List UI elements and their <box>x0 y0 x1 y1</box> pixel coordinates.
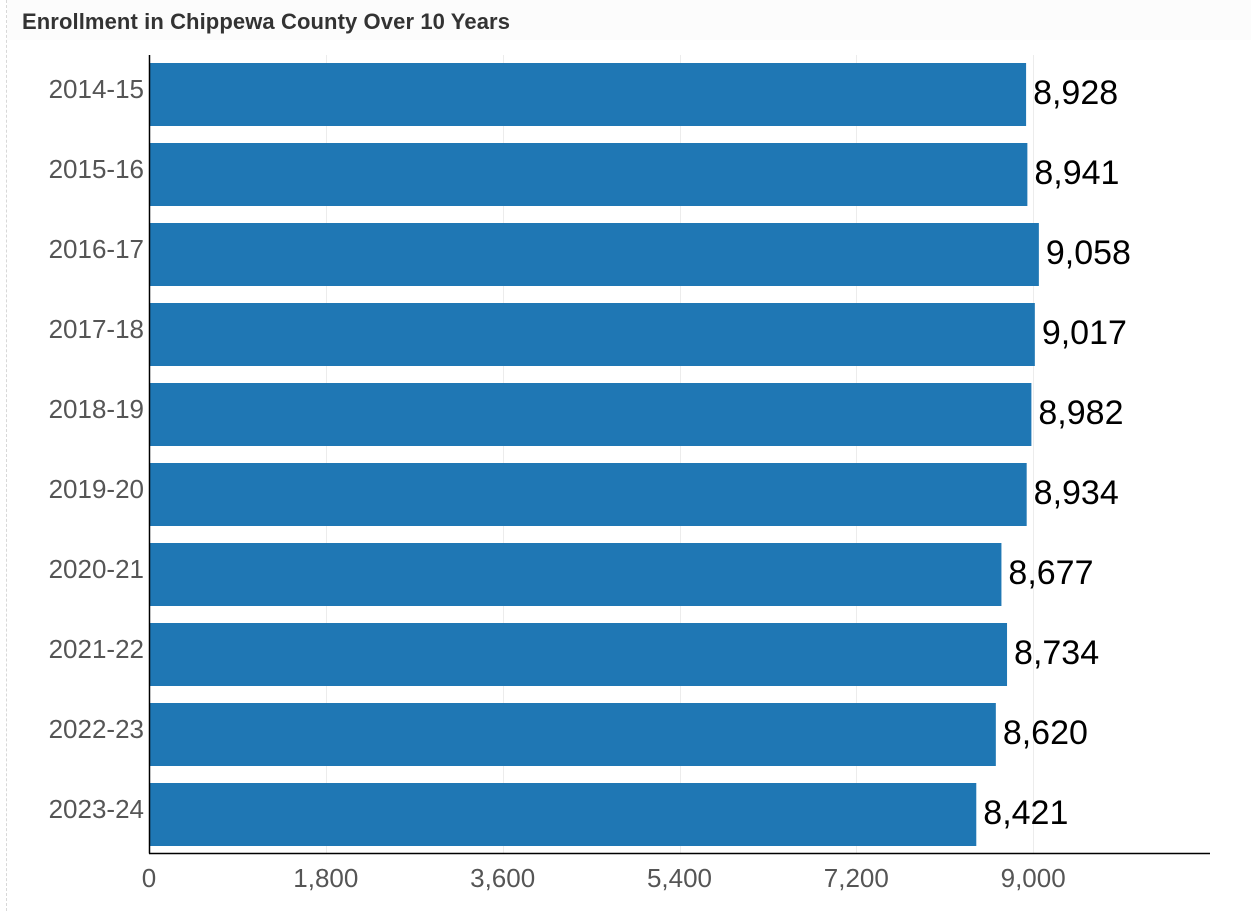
data-label-2020-21: 8,677 <box>1008 554 1093 592</box>
category-label-2018-19: 2018-19 <box>49 394 144 424</box>
category-label-2023-24: 2023-24 <box>49 794 144 824</box>
data-label-2015-16: 8,941 <box>1034 154 1119 192</box>
data-label-2016-17: 9,058 <box>1046 234 1131 272</box>
x-tick-label-5,400: 5,400 <box>647 863 712 893</box>
chart-title: Enrollment in Chippewa County Over 10 Ye… <box>22 9 511 34</box>
data-label-2019-20: 8,934 <box>1034 474 1119 512</box>
category-label-2017-18: 2017-18 <box>49 314 144 344</box>
bar-2017-18 <box>149 303 1035 366</box>
bar-layer <box>149 63 1039 846</box>
x-tick-label-0: 0 <box>142 863 156 893</box>
category-label-2016-17: 2016-17 <box>49 234 144 264</box>
label-layer: 2014-15 8,928 2015-16 8,941 2016-17 9,058 2017… <box>49 74 1131 893</box>
category-label-2019-20: 2019-20 <box>49 474 144 504</box>
bar-2020-21 <box>149 543 1002 606</box>
category-label-2020-21: 2020-21 <box>49 554 144 584</box>
x-tick-label-9,000: 9,000 <box>1001 863 1066 893</box>
bar-2015-16 <box>149 143 1028 206</box>
data-label-2021-22: 8,734 <box>1014 634 1099 672</box>
bar-2014-15 <box>149 63 1027 126</box>
bar-2023-24 <box>149 783 977 846</box>
x-tick-label-1,800: 1,800 <box>293 863 358 893</box>
category-label-2021-22: 2021-22 <box>49 634 144 664</box>
x-tick-label-3,600: 3,600 <box>470 863 535 893</box>
data-label-2022-23: 8,620 <box>1003 714 1088 752</box>
category-label-2015-16: 2015-16 <box>49 154 144 184</box>
category-label-2014-15: 2014-15 <box>49 74 144 104</box>
data-label-2018-19: 8,982 <box>1038 394 1123 432</box>
bar-2021-22 <box>149 623 1008 686</box>
axis-layer <box>148 55 1210 855</box>
bar-2018-19 <box>149 383 1032 446</box>
title-band <box>7 0 1251 40</box>
x-tick-label-7,200: 7,200 <box>824 863 889 893</box>
data-label-2023-24: 8,421 <box>983 794 1068 832</box>
bar-2016-17 <box>149 223 1039 286</box>
category-label-2022-23: 2022-23 <box>49 714 144 744</box>
bar-2022-23 <box>149 703 996 766</box>
data-label-2014-15: 8,928 <box>1033 74 1118 112</box>
bar-2019-20 <box>149 463 1027 526</box>
data-label-2017-18: 9,017 <box>1042 314 1127 352</box>
left-border-rule <box>6 0 7 911</box>
